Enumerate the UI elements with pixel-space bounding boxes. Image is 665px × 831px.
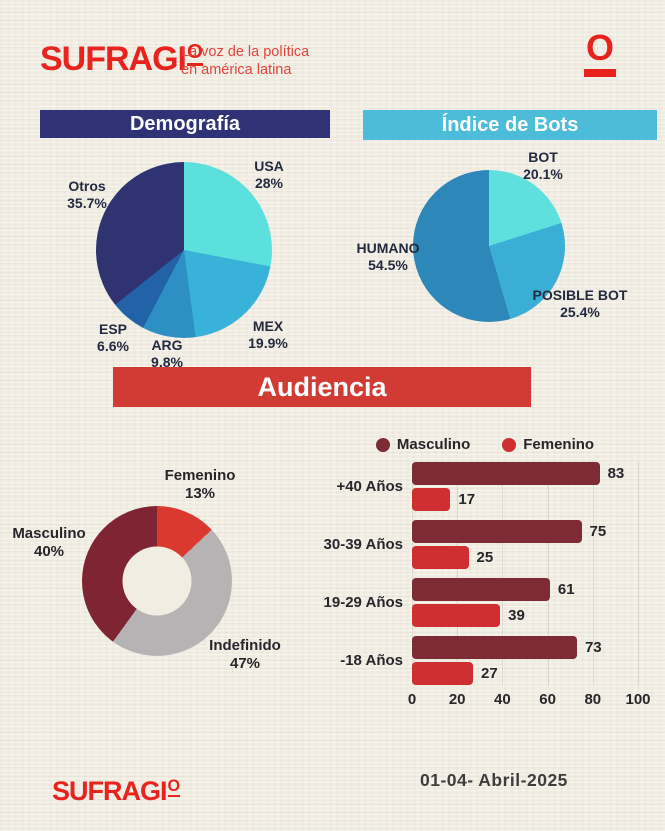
bar-chart-plot: +40 Años 83 17 30-39 Años 75 25 19-29 Años 61 39… [318,462,652,685]
category-label: 30-39 Años [323,536,403,553]
bar-femenino [412,488,451,511]
legend-label: Femenino [523,436,595,453]
bar-row: 83 [412,462,638,485]
pie-label-mex: MEX 19.9% [248,318,288,352]
logo-o-mark: O [187,42,203,67]
bar-chart-groups: +40 Años 83 17 30-39 Años 75 25 19-29 Años 61 39… [318,462,652,685]
bar-value-label: 17 [458,491,476,508]
bar-masculino [412,578,550,601]
audiencia-donut-chart [82,506,232,656]
bar-row: 75 [412,520,638,543]
demografia-section-title: Demografía [40,110,330,138]
report-date: 01-04- Abril-2025 [420,770,568,790]
pie-label-esp: ESP 6.6% [97,321,129,355]
bar-value-label: 83 [607,465,625,482]
donut-label-indefinido: Indefinido 47% [209,637,281,673]
legend-item-femenino: Femenino [502,436,594,453]
bar-row: 39 [412,604,638,627]
category-label: 19-29 Años [323,594,403,611]
pie-label-arg: ARG 9.8% [151,337,183,371]
bar-group: -18 Años 73 27 [318,636,652,685]
bar-masculino [412,462,600,485]
pie-label-humano: HUMANO 54.5% [356,240,420,274]
gridline [547,462,549,685]
category-label: -18 Años [340,652,403,669]
bar-pair: 83 17 [412,462,638,511]
pie-label-otros: Otros 35.7% [67,178,107,212]
bar-value-label: 75 [589,523,607,540]
x-tick-label: 0 [407,691,417,708]
x-tick-label: 20 [448,691,466,708]
audiencia-bar-chart: Masculino Femenino +40 Años 83 17 30-39 Años… [318,436,652,715]
legend-item-masculino: Masculino [375,436,471,453]
gridline [457,462,459,685]
bar-femenino [412,604,501,627]
x-tick-label: 100 [625,691,651,708]
sufragio-logo: SUFRAGIO [40,42,203,76]
pie-label-posible-bot: POSIBLE BOT 25.4% [532,287,628,321]
gridline [638,462,639,685]
legend-label: Masculino [396,436,471,453]
bar-value-label: 73 [584,639,602,656]
x-tick-label: 60 [539,691,556,708]
tagline: La voz de la política en américa latina [181,43,309,79]
donut-hole [122,546,192,616]
bar-pair: 75 25 [412,520,638,569]
brand-o-icon: O [584,30,617,77]
donut-label-masculino: Masculino 40% [12,525,86,561]
footer-logo-o-mark: O [167,777,181,797]
legend-dot-icon [502,437,517,452]
audiencia-section-title: Audiencia [113,367,531,407]
bar-row: 25 [412,546,638,569]
bar-pair: 73 27 [412,636,638,685]
bar-row: 61 [412,578,638,601]
bar-row: 73 [412,636,638,659]
bar-chart-x-axis: 0 20 40 60 80 100 [408,691,651,715]
bar-value-label: 25 [476,549,494,566]
logo-text: SUFRAGI [40,40,187,78]
tagline-line1: La voz de la política [181,44,310,60]
bar-group: 19-29 Años 61 39 [318,578,652,627]
bots-pie-chart [413,170,565,322]
tagline-line2: en américa latina [181,62,292,79]
bar-chart-gridlines [412,462,639,685]
footer-sufragio-logo: SUFRAGIO [52,776,181,806]
footer-logo-text: SUFRAGI [52,776,167,806]
bar-row: 27 [412,662,638,685]
bar-value-label: 27 [481,665,498,682]
bar-group: +40 Años 83 17 [318,462,652,511]
bar-pair: 61 39 [412,578,638,627]
pie-label-bot: BOT 20.1% [523,149,563,183]
bar-value-label: 39 [508,607,525,624]
pie-label-usa: USA 28% [254,158,284,192]
bar-group: 30-39 Años 75 25 [318,520,652,569]
bar-chart-legend: Masculino Femenino [318,436,652,453]
x-tick-label: 40 [494,691,511,708]
bar-femenino [412,546,469,569]
bar-value-label: 61 [557,581,575,598]
gridline [412,462,413,685]
demografia-pie-chart [96,162,272,338]
bots-section-title: Índice de Bots [363,110,657,140]
bar-row: 17 [412,488,638,511]
gridline [502,462,504,685]
legend-dot-icon [375,437,390,452]
gridline [592,462,594,685]
bar-masculino [412,636,577,659]
bar-femenino [412,662,474,685]
x-tick-label: 80 [584,691,602,708]
bar-masculino [412,520,582,543]
donut-label-femenino: Femenino 13% [164,467,236,503]
category-label: +40 Años [336,478,403,495]
